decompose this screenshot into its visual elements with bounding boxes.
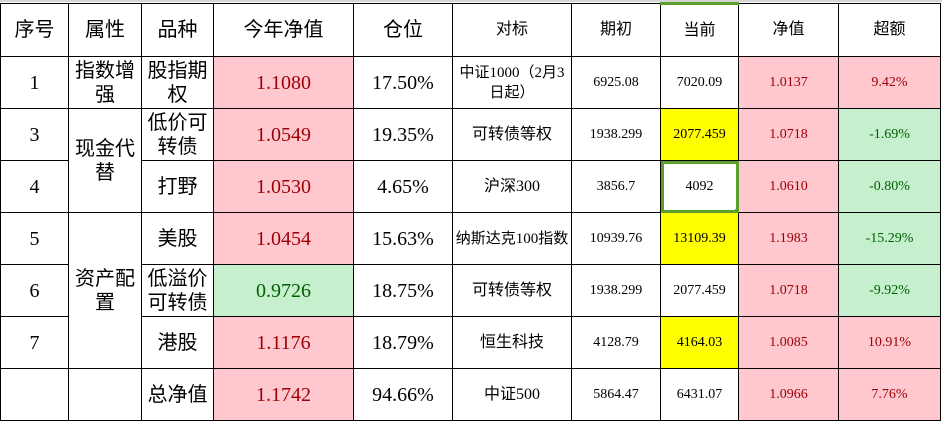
cell-start[interactable]: 4128.79 xyxy=(571,316,661,369)
cell-position[interactable]: 18.79% xyxy=(353,316,453,369)
header-position[interactable]: 仓位 xyxy=(353,3,453,57)
cell-variety[interactable]: 打野 xyxy=(141,160,214,213)
cell-seq[interactable] xyxy=(0,368,69,421)
cell-variety[interactable]: 美股 xyxy=(141,212,214,265)
cell-nav[interactable]: 1.0718 xyxy=(738,108,839,161)
table-row: 4 打野 1.0530 4.65% 沪深300 3856.7 4092 1.0610 -0.80… xyxy=(0,160,941,213)
cell-nav[interactable]: 1.1983 xyxy=(738,212,839,265)
cell-current[interactable]: 4092 xyxy=(660,160,739,213)
cell-seq[interactable]: 6 xyxy=(0,264,69,317)
header-nav[interactable]: 净值 xyxy=(738,3,839,57)
cell-nav[interactable]: 1.0610 xyxy=(738,160,839,213)
cell-variety[interactable]: 总净值 xyxy=(141,368,214,421)
cell-variety[interactable]: 低溢价可转债 xyxy=(141,264,214,317)
header-start[interactable]: 期初 xyxy=(571,3,661,57)
cell-attribute[interactable]: 资产配置 xyxy=(68,212,142,369)
header-benchmark[interactable]: 对标 xyxy=(452,3,572,57)
cell-current[interactable]: 2077.459 xyxy=(660,108,739,161)
cell-ytd-nav[interactable]: 1.0549 xyxy=(213,108,354,161)
cell-benchmark[interactable]: 可转债等权 xyxy=(452,108,572,161)
cell-benchmark[interactable]: 中证500 xyxy=(452,368,572,421)
header-excess[interactable]: 超额 xyxy=(838,3,941,57)
header-seq[interactable]: 序号 xyxy=(0,3,69,57)
cell-current[interactable]: 4164.03 xyxy=(660,316,739,369)
table-row: 3 现金代替 低价可转债 1.0549 19.35% 可转债等权 1938.299 2077.… xyxy=(0,108,941,213)
cell-start[interactable]: 1938.299 xyxy=(571,264,661,317)
cell-start[interactable]: 5864.47 xyxy=(571,368,661,421)
cell-variety[interactable]: 低价可转债 xyxy=(141,108,214,161)
table-row: 6 低溢价可转债 0.9726 18.75% 可转债等权 1938.299 2077.459… xyxy=(0,264,941,317)
cell-start[interactable]: 10939.76 xyxy=(571,212,661,265)
cell-benchmark[interactable]: 恒生科技 xyxy=(452,316,572,369)
cell-excess[interactable]: -0.80% xyxy=(838,160,941,213)
cell-variety[interactable]: 港股 xyxy=(141,316,214,369)
cell-position[interactable]: 15.63% xyxy=(353,212,453,265)
cell-current[interactable]: 6431.07 xyxy=(660,368,739,421)
cell-benchmark[interactable]: 中证1000（2月3日起） xyxy=(452,56,572,109)
cell-seq[interactable]: 4 xyxy=(0,160,69,213)
cell-seq[interactable]: 7 xyxy=(0,316,69,369)
cell-nav[interactable]: 1.0718 xyxy=(738,264,839,317)
header-row: 序号 属性 品种 今年净值 仓位 对标 期初 当前 净值 超额 xyxy=(0,2,941,57)
header-current[interactable]: 当前 xyxy=(660,2,739,57)
cell-position[interactable]: 18.75% xyxy=(353,264,453,317)
cell-attribute[interactable]: 指数增强 xyxy=(68,56,142,109)
cell-excess[interactable]: -9.92% xyxy=(838,264,941,317)
cell-benchmark[interactable]: 沪深300 xyxy=(452,160,572,213)
cell-seq[interactable]: 3 xyxy=(0,108,69,161)
cell-position[interactable]: 17.50% xyxy=(353,56,453,109)
cell-excess[interactable]: 10.91% xyxy=(838,316,941,369)
cell-excess[interactable]: -1.69% xyxy=(838,108,941,161)
cell-seq[interactable]: 5 xyxy=(0,212,69,265)
cell-nav[interactable]: 1.0085 xyxy=(738,316,839,369)
cell-ytd-nav[interactable]: 1.1742 xyxy=(213,368,354,421)
cell-nav[interactable]: 1.0137 xyxy=(738,56,839,109)
cell-current[interactable]: 2077.459 xyxy=(660,264,739,317)
cell-variety[interactable]: 股指期权 xyxy=(141,56,214,109)
cell-position[interactable]: 4.65% xyxy=(353,160,453,213)
cell-benchmark[interactable]: 可转债等权 xyxy=(452,264,572,317)
table-row: 5 资产配置 美股 1.0454 15.63% 纳斯达克100指数 10939.76 1310… xyxy=(0,212,941,369)
cell-attribute[interactable] xyxy=(68,368,142,421)
cell-current[interactable]: 7020.09 xyxy=(660,56,739,109)
header-variety[interactable]: 品种 xyxy=(141,3,214,57)
header-ytd-nav[interactable]: 今年净值 xyxy=(213,3,354,57)
cell-current[interactable]: 13109.39 xyxy=(660,212,739,265)
cell-attribute[interactable]: 现金代替 xyxy=(68,108,142,213)
cell-ytd-nav[interactable]: 0.9726 xyxy=(213,264,354,317)
table-row: 7 港股 1.1176 18.79% 恒生科技 4128.79 4164.03 1.0085 1… xyxy=(0,316,941,369)
cell-ytd-nav[interactable]: 1.0454 xyxy=(213,212,354,265)
cell-ytd-nav[interactable]: 1.1176 xyxy=(213,316,354,369)
header-attribute[interactable]: 属性 xyxy=(68,3,142,57)
cell-excess[interactable]: -15.29% xyxy=(838,212,941,265)
cell-position[interactable]: 19.35% xyxy=(353,108,453,161)
cell-start[interactable]: 3856.7 xyxy=(571,160,661,213)
cell-excess[interactable]: 9.42% xyxy=(838,56,941,109)
cell-position[interactable]: 94.66% xyxy=(353,368,453,421)
table-row: 总净值 1.1742 94.66% 中证500 5864.47 6431.07 1.0966… xyxy=(0,368,941,421)
sheet-top-edge xyxy=(0,0,942,2)
cell-start[interactable]: 6925.08 xyxy=(571,56,661,109)
table-row: 1 指数增强 股指期权 1.1080 17.50% 中证1000（2月3日起） 6925.0… xyxy=(0,56,941,109)
cell-benchmark[interactable]: 纳斯达克100指数 xyxy=(452,212,572,265)
cell-start[interactable]: 1938.299 xyxy=(571,108,661,161)
cell-nav[interactable]: 1.0966 xyxy=(738,368,839,421)
cell-ytd-nav[interactable]: 1.0530 xyxy=(213,160,354,213)
cell-ytd-nav[interactable]: 1.1080 xyxy=(213,56,354,109)
cell-seq[interactable]: 1 xyxy=(0,56,69,109)
cell-excess[interactable]: 7.76% xyxy=(838,368,941,421)
